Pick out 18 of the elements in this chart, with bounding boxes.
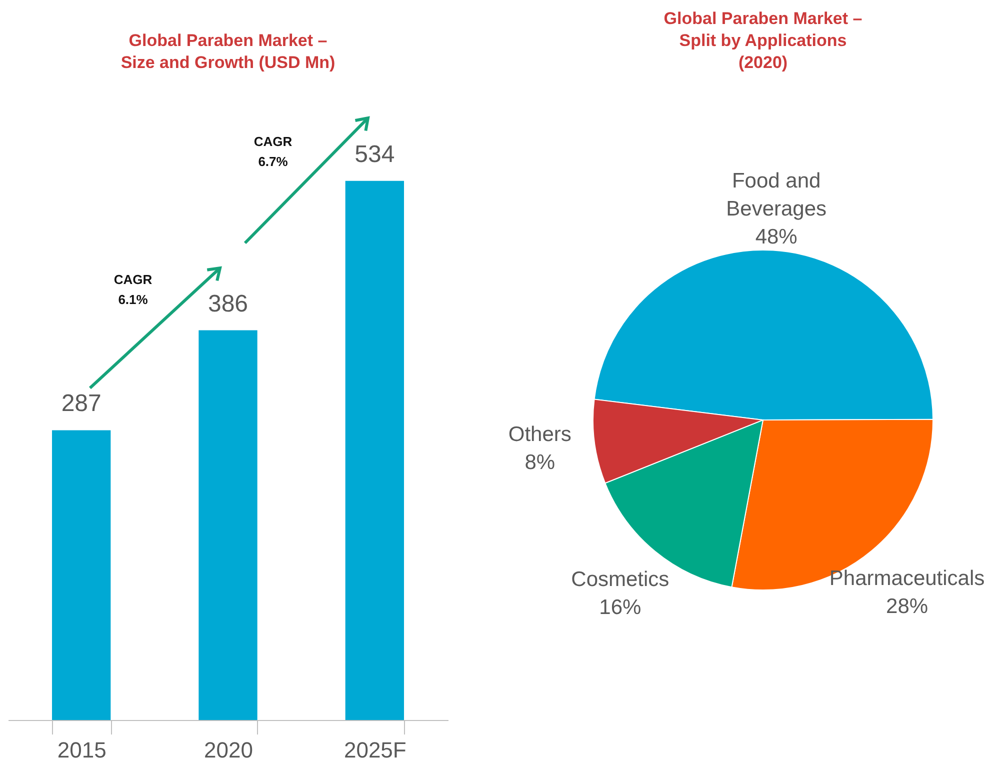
data-label: 28% — [886, 594, 928, 618]
slice-label: Food and Beverages — [726, 169, 827, 220]
data-label: 287 — [61, 390, 102, 418]
text: CAGR 6.7% — [254, 134, 293, 169]
data-label: 16% — [599, 596, 642, 619]
slice-label: Others — [508, 422, 572, 446]
slice-label: Pharmaceuticals — [829, 566, 984, 590]
slice-label: Cosmetics — [571, 568, 670, 591]
x-tick-label: 2020 — [204, 738, 253, 762]
data-label: 534 — [354, 140, 395, 168]
x-tick-label: 2015 — [57, 738, 106, 762]
data-label: 386 — [208, 290, 248, 318]
x-tick-label: 2025F — [344, 738, 406, 762]
data-label: 8% — [524, 450, 556, 474]
annotation: CAGR 6.1% — [114, 272, 153, 307]
chart-title: Global Paraben Market – Split by Applications (2020) — [664, 9, 862, 72]
chart-title: Global Paraben Market – Size and Growth (USD Mn) — [120, 31, 336, 72]
data-label: 48% — [755, 225, 798, 248]
